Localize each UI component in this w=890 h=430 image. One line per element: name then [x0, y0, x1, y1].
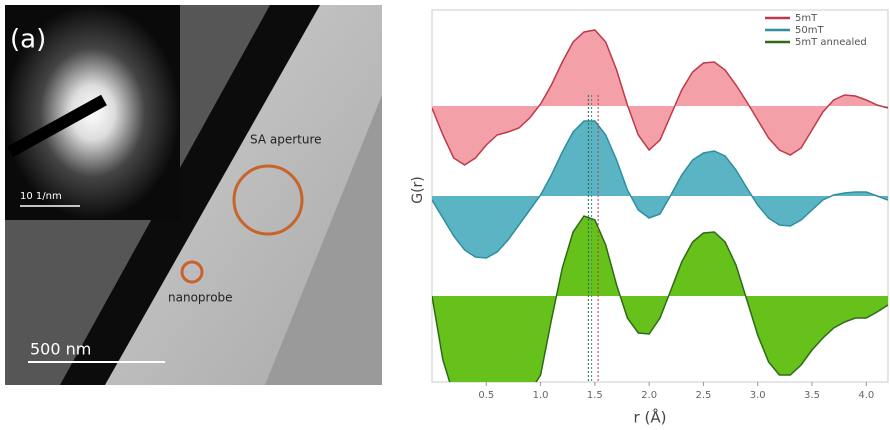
probe-label: nanoprobe	[168, 291, 233, 305]
y-axis-label: G(r)	[410, 176, 426, 204]
x-tick-label: 2.5	[695, 390, 711, 401]
figure: 10 1/nm (a) SA aperture nanoprobe 500 nm…	[0, 0, 890, 430]
legend-label: 5mT annealed	[795, 37, 867, 48]
series-line	[432, 30, 888, 165]
legend-label: 50mT	[795, 25, 824, 36]
x-tick-label: 2.0	[641, 390, 657, 401]
plot-area	[432, 30, 888, 415]
legend-label: 5mT	[795, 13, 818, 24]
x-tick-label: 1.5	[587, 390, 603, 401]
x-tick-label: 1.0	[533, 390, 549, 401]
scale-bar-label: 500 nm	[30, 340, 91, 359]
aperture-label: SA aperture	[250, 133, 322, 147]
area-fill	[432, 121, 888, 258]
x-tick-label: 3.0	[750, 390, 766, 401]
x-tick-label: 4.0	[858, 390, 874, 401]
area-fill	[432, 30, 888, 165]
x-tick-label: 3.5	[804, 390, 820, 401]
page: 10 1/nm (a) SA aperture nanoprobe 500 nm…	[0, 0, 890, 430]
panel-label: (a)	[10, 25, 46, 55]
tem-image: 10 1/nm (a) SA aperture nanoprobe 500 nm	[5, 5, 382, 385]
inset-scale-label: 10 1/nm	[20, 191, 62, 202]
x-axis-label: r (Å)	[634, 408, 667, 427]
x-tick-label: 0.5	[478, 390, 494, 401]
